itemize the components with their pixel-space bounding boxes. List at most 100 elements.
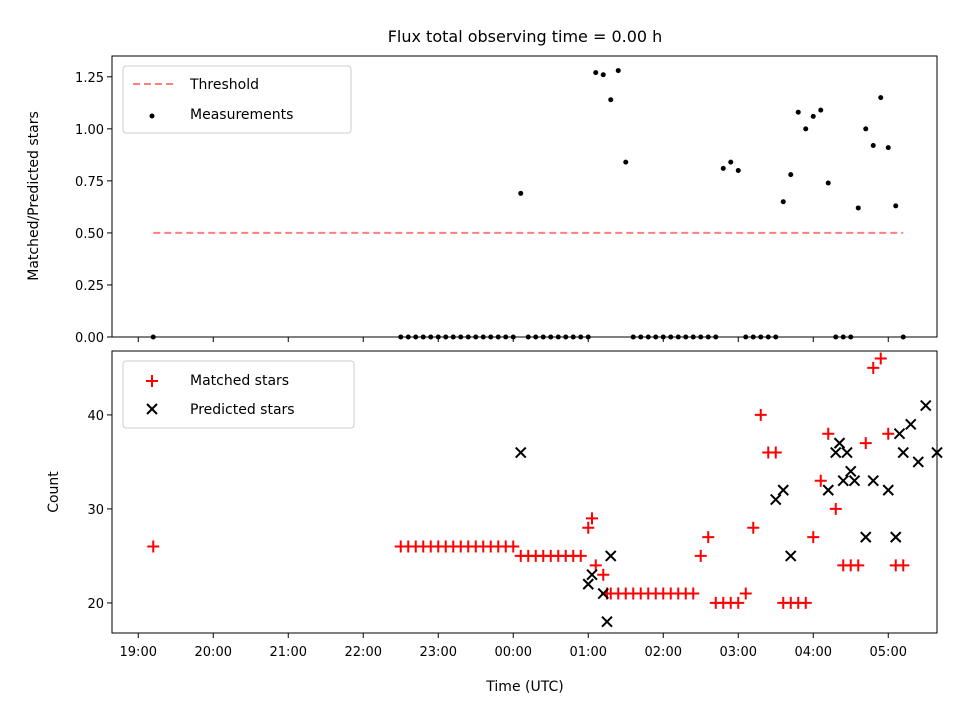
matched-star-point <box>574 549 587 562</box>
y-tick-label: 1.25 <box>75 71 104 86</box>
measurement-point <box>818 107 824 113</box>
predicted-star-point <box>582 578 594 590</box>
y-tick-label: 0.25 <box>75 279 104 294</box>
x-axis-label: Time (UTC) <box>485 679 563 695</box>
predicted-star-point <box>822 484 834 496</box>
x-tick-label: 01:00 <box>570 645 607 660</box>
matched-star-point <box>694 549 707 562</box>
x-tick-label: 03:00 <box>720 645 757 660</box>
predicted-star-point <box>841 446 853 459</box>
predicted-star-point <box>882 484 894 496</box>
measurement-point <box>780 199 786 205</box>
legend-measurements-label: Measurements <box>190 107 293 123</box>
matched-star-point <box>747 521 760 534</box>
legend-predicted-label: Predicted stars <box>190 402 295 418</box>
measurement-point <box>803 126 809 132</box>
matched-star-point <box>874 352 887 365</box>
legend-matched-label: Matched stars <box>190 373 289 389</box>
matched-star-point <box>739 587 752 600</box>
predicted-star-point <box>830 446 842 459</box>
x-tick-label: 23:00 <box>420 645 457 660</box>
legend-box <box>122 360 355 429</box>
bottom-panel-y-axis-label: Count <box>46 471 62 513</box>
x-tick-label: 05:00 <box>870 645 907 660</box>
predicted-star-point <box>837 475 849 487</box>
predicted-star-point <box>833 437 846 449</box>
measurement-point <box>720 165 726 171</box>
predicted-star-point <box>890 531 902 543</box>
matched-star-point <box>702 531 715 544</box>
measurement-point <box>735 167 741 173</box>
measurement-point <box>855 205 861 211</box>
matched-star-point <box>867 361 880 374</box>
predicted-star-point <box>867 475 879 487</box>
predicted-star-point <box>770 493 782 506</box>
legend-measurements-swatch <box>149 113 155 119</box>
measurement-point <box>608 97 614 103</box>
predicted-star-point <box>586 569 598 581</box>
predicted-star-point <box>845 465 857 478</box>
matched-star-point <box>589 559 602 572</box>
y-tick-label: 1.00 <box>75 123 104 138</box>
measurement-point <box>728 159 734 165</box>
x-tick-label: 20:00 <box>195 645 232 660</box>
measurement-point <box>825 180 831 186</box>
measurement-point <box>788 172 794 178</box>
matched-star-point <box>769 446 782 459</box>
bottom-panel-legend: Matched stars Predicted stars <box>122 360 355 429</box>
top-panel-frame <box>111 55 938 338</box>
matched-star-point <box>582 521 595 534</box>
predicted-star-point <box>777 484 789 496</box>
x-tick-label: 04:00 <box>795 645 832 660</box>
matched-star-point <box>799 596 812 609</box>
x-tick-label: 22:00 <box>345 645 382 660</box>
matched-star-point <box>597 568 610 581</box>
measurement-point <box>893 203 899 209</box>
x-tick-label: 02:00 <box>645 645 682 660</box>
legend-predicted-swatch <box>146 403 158 415</box>
predicted-star-point <box>897 446 909 459</box>
matched-star-point <box>882 427 895 440</box>
matched-star-point <box>732 596 745 609</box>
bottom-panel-frame <box>111 350 938 634</box>
matched-star-point <box>507 540 520 553</box>
measurement-point <box>623 159 629 165</box>
legend-matched-swatch <box>146 375 158 387</box>
measurement-point <box>518 190 524 196</box>
measurement-point <box>600 72 606 78</box>
matched-star-point <box>754 408 767 421</box>
matched-star-point <box>859 437 872 450</box>
chart-title: Flux total observing time = 0.00 h <box>388 27 663 46</box>
predicted-star-point <box>597 587 609 600</box>
predicted-star-point <box>601 616 613 628</box>
y-tick-label: 20 <box>87 597 104 612</box>
matched-star-point <box>807 531 820 544</box>
matched-star-point <box>814 474 827 487</box>
predicted-star-point <box>920 399 932 412</box>
matched-star-point <box>852 559 865 572</box>
bottom-panel-y-ticks: 20 30 40 <box>87 409 112 612</box>
matched-star-point <box>829 502 842 515</box>
measurement-point <box>870 143 876 149</box>
y-tick-label: 40 <box>87 409 104 424</box>
predicted-star-point <box>912 456 924 468</box>
x-tick-label: 00:00 <box>495 645 532 660</box>
x-tick-label: 19:00 <box>120 645 157 660</box>
predicted-star-point <box>860 531 872 543</box>
legend-box <box>122 65 352 134</box>
matched-star-point <box>147 540 160 553</box>
matched-star-point <box>822 427 835 440</box>
bottom-panel: 20 30 40 19:00 20:00 21:00 22:00 23:00 00:00 01:… <box>46 350 943 660</box>
bottom-panel-x-ticks: 19:00 20:00 21:00 22:00 23:00 00:00 01:00 02:00… <box>120 633 907 660</box>
y-tick-label: 0.75 <box>75 175 104 190</box>
measurement-point <box>885 145 891 151</box>
measurement-point <box>795 109 801 115</box>
predicted-star-point <box>515 446 527 459</box>
predicted-star-point <box>905 418 917 431</box>
measurement-point <box>593 70 599 76</box>
predicted-star-point <box>785 550 797 562</box>
y-tick-label: 30 <box>87 503 104 518</box>
y-tick-label: 0.00 <box>75 331 104 346</box>
predicted-star-point <box>848 475 861 487</box>
